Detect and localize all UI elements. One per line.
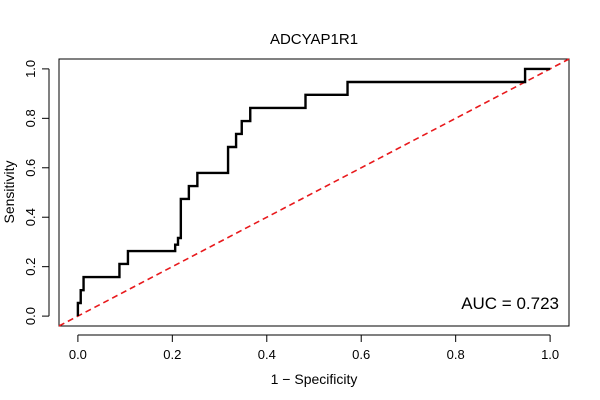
x-tick-label: 0.2: [163, 347, 181, 362]
x-tick-label: 0.4: [258, 347, 276, 362]
y-tick-label: 0.6: [23, 159, 38, 177]
y-axis: 0.0 0.2 0.4 0.6 0.8 1.0: [23, 60, 50, 325]
y-tick-label: 1.0: [23, 60, 38, 78]
x-tick-label: 0.8: [447, 347, 465, 362]
auc-annotation: AUC = 0.723: [461, 294, 559, 313]
x-tick-label: 1.0: [541, 347, 559, 362]
x-tick-label: 0.6: [352, 347, 370, 362]
y-tick-label: 0.8: [23, 109, 38, 127]
y-axis-label: Sensitivity: [1, 160, 17, 223]
chance-line: [58, 58, 570, 327]
series-layer: [58, 58, 570, 327]
plot-frame: [58, 58, 570, 327]
x-axis: 0.0 0.2 0.4 0.6 0.8 1.0: [69, 334, 559, 362]
y-tick-label: 0.4: [23, 208, 38, 226]
chart-title: ADCYAP1R1: [270, 31, 358, 48]
y-tick-label: 0.2: [23, 258, 38, 276]
x-axis-label: 1 − Specificity: [271, 371, 358, 387]
x-tick-label: 0.0: [69, 347, 87, 362]
roc-curve-line: [76, 67, 551, 317]
y-tick-label: 0.0: [23, 307, 38, 325]
